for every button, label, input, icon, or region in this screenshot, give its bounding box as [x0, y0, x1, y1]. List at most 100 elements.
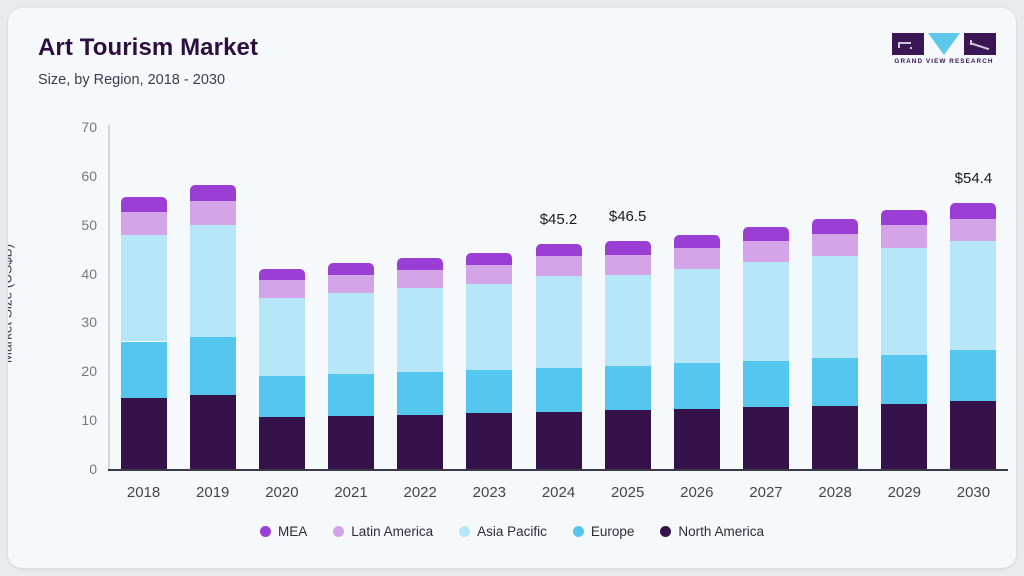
bar-segment-2030-asia-pacific[interactable] [950, 241, 997, 351]
bar-group-2024[interactable] [535, 127, 582, 469]
bar-segment-2028-mea[interactable] [812, 219, 859, 234]
legend-label: Latin America [351, 524, 434, 539]
bar-segment-2023-latin-america[interactable] [466, 265, 513, 285]
x-axis-line [108, 469, 1008, 471]
bar-segment-2025-asia-pacific[interactable] [604, 274, 651, 366]
bar-segment-2030-europe[interactable] [950, 350, 997, 402]
x-axis-tick-2021: 2021 [334, 484, 368, 501]
bar-segment-2022-europe[interactable] [397, 372, 444, 415]
x-axis-tick-2029: 2029 [887, 484, 921, 501]
logo-square-left-icon [892, 33, 924, 55]
bar-segment-2018-mea[interactable] [120, 196, 167, 213]
y-axis-tick-20: 20 [81, 363, 97, 380]
legend-item-latin-america[interactable]: Latin America [333, 524, 433, 539]
bar-segment-2024-europe[interactable] [535, 367, 582, 412]
bar-segment-2018-latin-america[interactable] [120, 212, 167, 235]
bar-segment-2025-latin-america[interactable] [604, 254, 651, 275]
bar-segment-2019-asia-pacific[interactable] [189, 224, 236, 337]
bar-group-2029[interactable] [881, 127, 928, 469]
bar-segment-2030-north-america[interactable] [950, 401, 997, 469]
bar-group-2026[interactable] [673, 127, 720, 469]
bar-group-2021[interactable] [328, 127, 375, 469]
bar-segment-2026-mea[interactable] [673, 234, 720, 249]
bar-segment-2019-north-america[interactable] [189, 394, 236, 469]
bar-group-2018[interactable] [120, 127, 167, 469]
bar-segment-2018-north-america[interactable] [120, 397, 167, 469]
bar-segment-2028-europe[interactable] [812, 358, 859, 406]
bar-group-2020[interactable] [258, 127, 305, 469]
legend-label: Asia Pacific [477, 524, 547, 539]
bar-segment-2022-latin-america[interactable] [397, 269, 444, 288]
bar-segment-2025-north-america[interactable] [604, 410, 651, 469]
bar-segment-2027-europe[interactable] [742, 361, 789, 408]
bar-group-2030[interactable] [950, 127, 997, 469]
bar-segment-2021-latin-america[interactable] [328, 275, 375, 293]
legend-swatch-icon [333, 526, 345, 537]
bar-segment-2021-europe[interactable] [328, 373, 375, 416]
data-label-2025: $46.5 [608, 208, 647, 226]
x-axis-tick-2030: 2030 [956, 484, 991, 501]
bar-segment-2018-europe[interactable] [120, 341, 167, 398]
bar-segment-2019-europe[interactable] [189, 336, 236, 395]
data-label-2024: $45.2 [539, 210, 578, 228]
bar-segment-2020-asia-pacific[interactable] [258, 297, 305, 376]
bar-segment-2028-asia-pacific[interactable] [812, 255, 859, 359]
legend-item-asia-pacific[interactable]: Asia Pacific [459, 524, 547, 539]
x-axis-tick-2020: 2020 [265, 484, 299, 501]
bar-segment-2029-mea[interactable] [881, 210, 928, 226]
bar-segment-2029-asia-pacific[interactable] [881, 247, 928, 356]
bar-group-2027[interactable] [742, 127, 789, 469]
bar-segment-2024-asia-pacific[interactable] [535, 275, 582, 368]
bar-segment-2029-north-america[interactable] [881, 403, 928, 469]
logo-wordmark: GRAND VIEW RESEARCH [894, 58, 994, 65]
bar-segment-2027-asia-pacific[interactable] [742, 262, 789, 362]
bar-segment-2024-north-america[interactable] [535, 411, 582, 469]
bar-group-2025[interactable] [604, 127, 651, 469]
bar-segment-2020-latin-america[interactable] [258, 280, 305, 298]
bar-segment-2025-europe[interactable] [604, 365, 651, 411]
bar-segment-2024-mea[interactable] [535, 243, 582, 257]
bar-segment-2021-mea[interactable] [328, 263, 375, 276]
bar-segment-2022-mea[interactable] [397, 257, 444, 270]
y-axis-tick-70: 70 [81, 119, 97, 135]
bar-segment-2023-mea[interactable] [466, 252, 513, 266]
bar-segment-2027-mea[interactable] [742, 226, 789, 241]
bar-segment-2021-north-america[interactable] [328, 415, 375, 469]
bar-segment-2030-latin-america[interactable] [950, 218, 997, 242]
bar-segment-2020-europe[interactable] [258, 375, 305, 417]
bar-segment-2023-asia-pacific[interactable] [466, 284, 513, 371]
bar-group-2023[interactable] [466, 127, 513, 469]
legend-item-mea[interactable]: MEA [260, 524, 307, 539]
legend-item-europe[interactable]: Europe [572, 524, 635, 539]
bar-segment-2026-europe[interactable] [673, 363, 720, 409]
bar-segment-2027-north-america[interactable] [742, 407, 789, 469]
legend-item-north-america[interactable]: North America [660, 524, 764, 539]
bar-segment-2023-north-america[interactable] [466, 413, 513, 469]
bar-segment-2019-mea[interactable] [189, 185, 236, 202]
bar-segment-2020-mea[interactable] [258, 269, 305, 281]
bar-segment-2025-mea[interactable] [604, 241, 651, 255]
bar-segment-2029-latin-america[interactable] [881, 225, 928, 248]
bar-segment-2026-latin-america[interactable] [673, 248, 720, 269]
legend-swatch-icon [260, 526, 272, 537]
bar-segment-2018-asia-pacific[interactable] [120, 234, 167, 342]
bar-segment-2026-north-america[interactable] [673, 408, 720, 469]
bar-segment-2022-asia-pacific[interactable] [397, 287, 444, 373]
bar-group-2028[interactable] [812, 127, 859, 469]
bar-segment-2027-latin-america[interactable] [742, 240, 789, 263]
bar-segment-2021-asia-pacific[interactable] [328, 292, 375, 374]
bar-segment-2022-north-america[interactable] [397, 414, 444, 469]
legend-label: Europe [590, 524, 635, 539]
bar-segment-2028-north-america[interactable] [812, 405, 859, 469]
bar-segment-2019-latin-america[interactable] [189, 201, 236, 225]
bar-group-2022[interactable] [397, 127, 444, 469]
bar-segment-2023-europe[interactable] [466, 370, 513, 414]
bar-segment-2024-latin-america[interactable] [535, 256, 582, 276]
bar-segment-2026-asia-pacific[interactable] [673, 268, 720, 364]
bar-segment-2020-north-america[interactable] [258, 416, 305, 469]
bar-group-2019[interactable] [189, 127, 236, 469]
page-title: Art Tourism Market [38, 34, 259, 61]
bar-segment-2028-latin-america[interactable] [812, 234, 859, 256]
bar-segment-2030-mea[interactable] [950, 203, 997, 219]
bar-segment-2029-europe[interactable] [881, 355, 928, 404]
